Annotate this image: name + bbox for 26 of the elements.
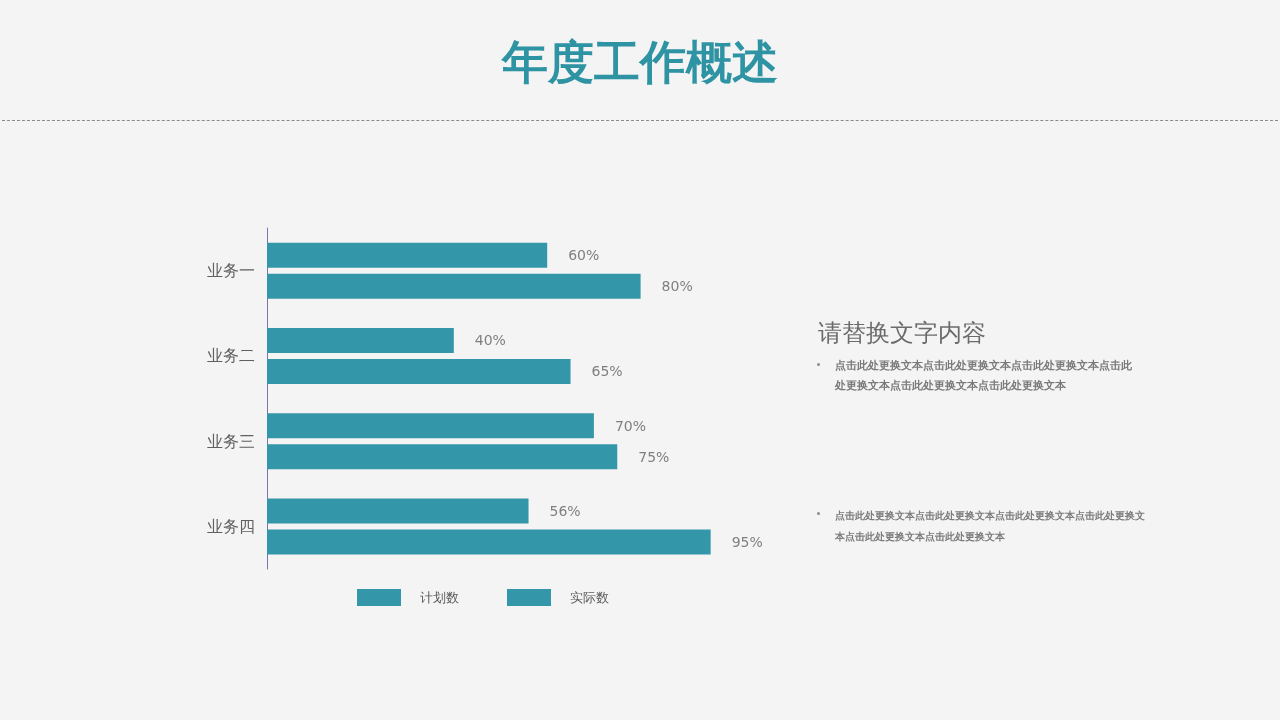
bar [267,498,529,524]
legend-label: 计划数 [420,590,459,605]
y-tick-label: 业务二 [207,346,255,366]
data-label: 65% [591,363,623,380]
bar [267,358,571,384]
data-label: 60% [568,247,600,264]
bar [267,242,548,268]
legend-label: 实际数 [570,590,609,605]
data-label: 95% [731,533,763,550]
text: 点击此处更换文本点击此处更换文本点击此处更换文本点击此处更换文本点击此处更换文本点击此处更换文本 [835,509,1146,544]
y-tick-label: 业务四 [207,516,255,536]
bar [267,444,618,470]
data-label: 75% [638,448,670,465]
text: 请替换文字内容 [818,318,986,349]
text: 点击此处更换文本点击此处更换文本点击此处更换文本点击此处更换文本点击此处更换文本点击此处更换文本 [835,358,1133,394]
data-label: 56% [549,502,581,519]
y-tick-label: 业务一 [207,261,255,281]
bar [267,413,594,439]
bar [267,327,454,353]
chart-title: 年度工作概述 [500,35,778,89]
data-label: 80% [661,278,693,295]
y-tick-label: 业务三 [207,431,255,451]
bar [267,273,641,299]
data-label: 70% [614,417,647,434]
bar [267,529,711,555]
data-label: 40% [474,332,506,349]
